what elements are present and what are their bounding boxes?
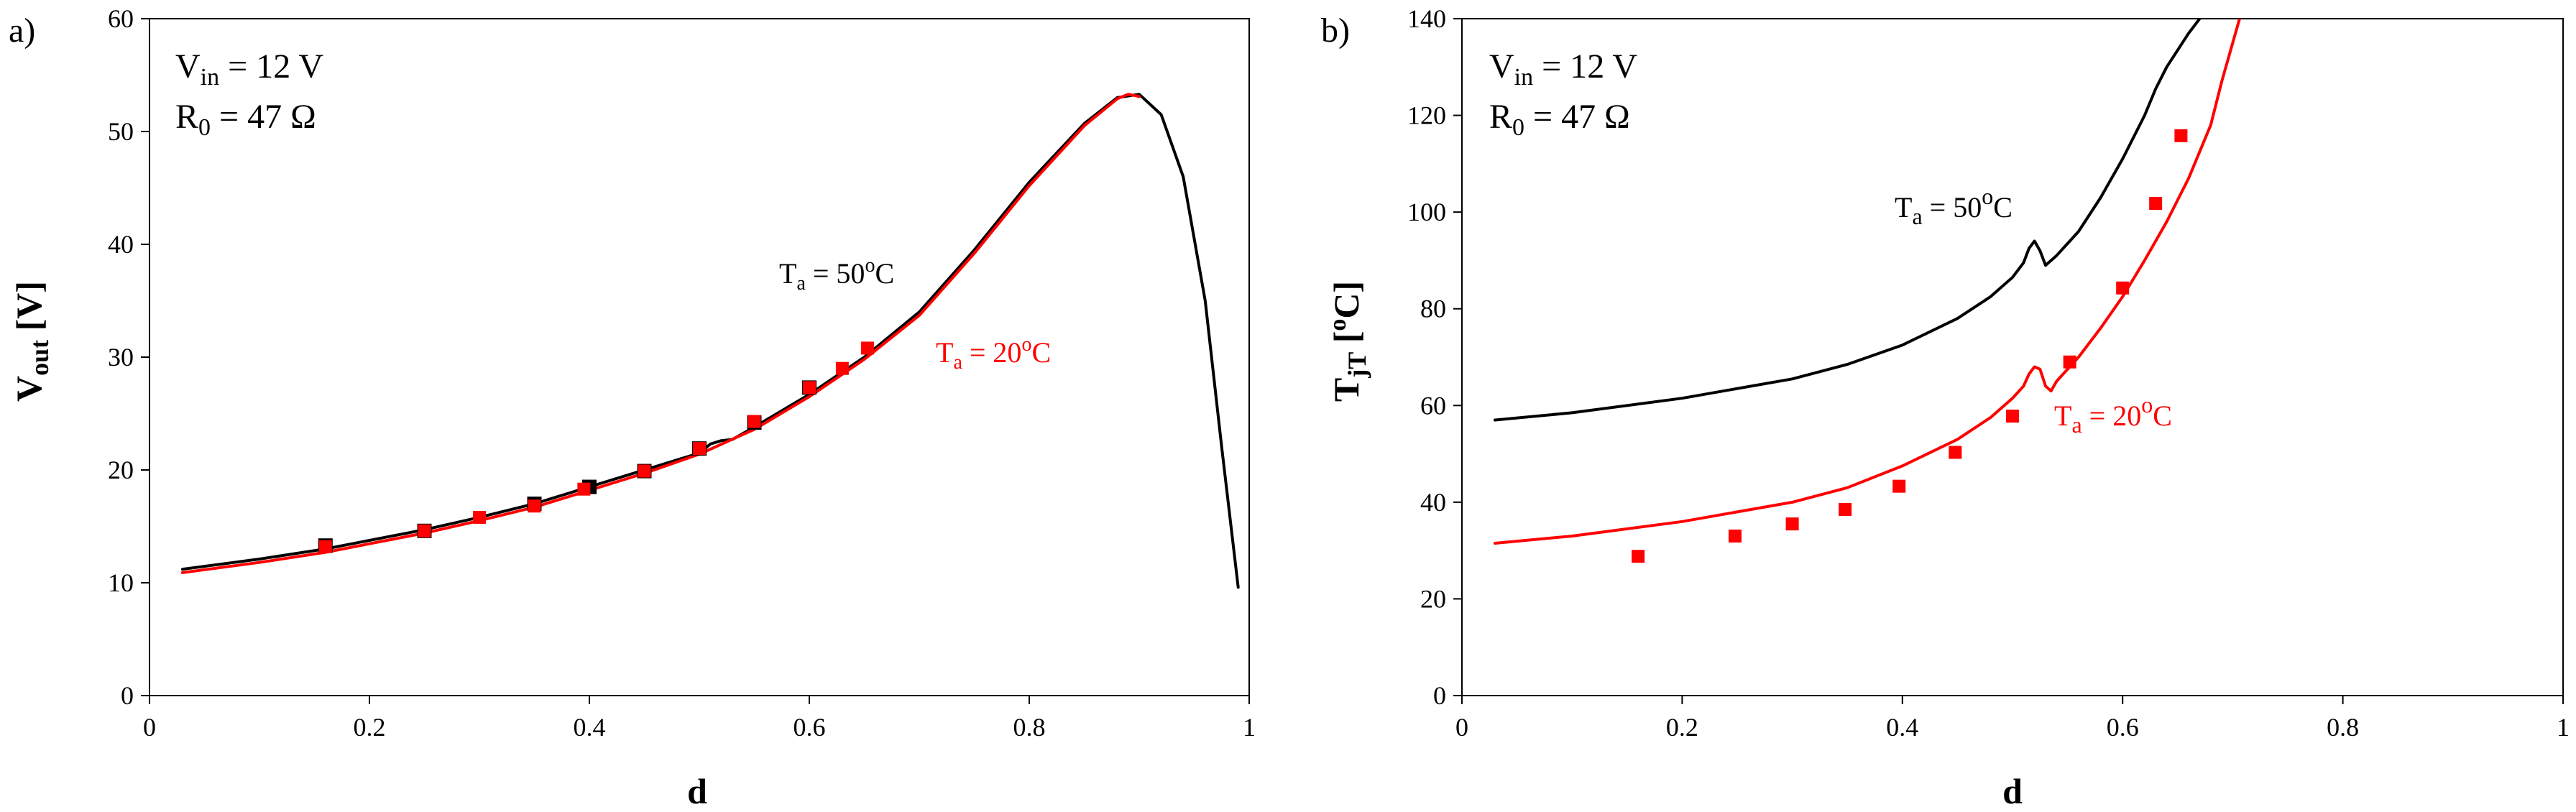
x-tick-label-a: 0.4 [574,713,606,742]
data-point-a-3 [803,381,816,395]
x-axis-title-a: d [687,771,707,811]
data-point-b-2 [2063,355,2076,369]
plot-area-a: 0 10 20 30 40 50 60 0 0.2 0.4 0.6 0.8 1 [108,4,1256,742]
y-tick-label-a: 20 [108,456,134,484]
y-tick-label-b: 140 [1407,4,1446,33]
plot-frame-b [1461,18,2564,696]
y-tick-label-a: 60 [108,4,134,33]
r0-annotation-b: R0 = 47 Ω [1489,98,1630,141]
data-point-a-3 [835,361,849,375]
y-axis-title-a: Vout [V] [9,281,54,402]
data-point-b-2 [1785,517,1799,531]
y-tick-label-a: 30 [108,343,134,372]
data-point-a-3 [318,540,332,553]
data-point-a-3 [638,464,651,478]
x-tick-label-b: 0 [1455,713,1468,742]
series-line-a-0 [180,93,1240,589]
data-point-b-2 [1632,550,1645,563]
x-tick-label-a: 1 [1243,713,1256,742]
data-point-a-3 [418,524,431,538]
data-point-a-3 [473,510,486,524]
data-point-b-2 [2116,281,2130,295]
x-tick-label-b: 0.4 [1886,713,1918,742]
data-point-b-2 [1949,446,1962,459]
data-point-b-2 [1892,479,1906,493]
data-point-a-3 [577,482,591,496]
curve-label-20c-a: Ta = 20oC [936,333,1051,374]
series-line-b-0 [1494,19,2202,422]
y-tick-label-b: 120 [1407,101,1446,130]
panel-label-a: a) [9,11,35,50]
r0-annotation-a: R0 = 47 Ω [175,98,316,141]
data-point-a-3 [528,499,541,513]
curve-label-50c-b: Ta = 50oC [1895,183,2012,229]
x-tick-label-a: 0.6 [794,713,826,742]
data-point-b-2 [1728,529,1742,543]
data-point-b-2 [1839,502,1852,516]
x-tick-label-a: 0.8 [1013,713,1046,742]
panel-a: a) Vout [V] d Vin = 12 V R0 = 47 Ω Ta = … [9,4,1256,811]
y-tick-label-b: 40 [1420,488,1446,517]
curve-label-50c-a: Ta = 50oC [779,254,894,295]
series-line-b-1 [1494,19,2242,545]
data-point-a-3 [861,341,875,355]
y-tick-label-b: 20 [1420,584,1446,613]
data-point-b-2 [2006,410,2019,423]
plot-area-b: 0 20 40 60 80 100 120 140 0 0.2 0.4 0.6 0.8 1 [1407,4,2570,742]
y-tick-label-b: 60 [1420,391,1446,420]
x-tick-label-b: 0.8 [2327,713,2359,742]
x-tick-label-a: 0 [143,713,156,742]
curve-label-20c-b: Ta = 20oC [2054,392,2172,438]
x-tick-label-b: 0.2 [1666,713,1698,742]
series-line-a-1 [180,93,1141,574]
data-point-b-2 [2149,197,2163,211]
y-tick-label-b: 0 [1433,681,1446,710]
y-tick-label-a: 50 [108,117,134,146]
y-tick-label-a: 40 [108,230,134,259]
y-tick-label-a: 0 [121,681,134,710]
data-point-a-3 [693,442,706,456]
panel-b: b) TjT [oC] d Vin = 12 V R0 = 47 Ω Ta = … [1321,4,2570,811]
data-point-a-3 [748,415,761,428]
x-tick-label-b: 1 [2557,713,2570,742]
panel-label-b: b) [1321,11,1350,50]
y-tick-label-b: 100 [1407,198,1446,226]
y-tick-label-b: 80 [1420,295,1446,323]
y-tick-label-a: 10 [108,568,134,597]
x-axis-title-b: d [2002,771,2023,811]
vin-annotation-a: Vin = 12 V [175,47,323,91]
y-axis-title-b: TjT [oC] [1325,281,1371,402]
data-point-b-2 [2174,129,2188,142]
vin-annotation-b: Vin = 12 V [1489,47,1637,91]
x-tick-label-a: 0.2 [354,713,386,742]
x-tick-label-b: 0.6 [2107,713,2139,742]
